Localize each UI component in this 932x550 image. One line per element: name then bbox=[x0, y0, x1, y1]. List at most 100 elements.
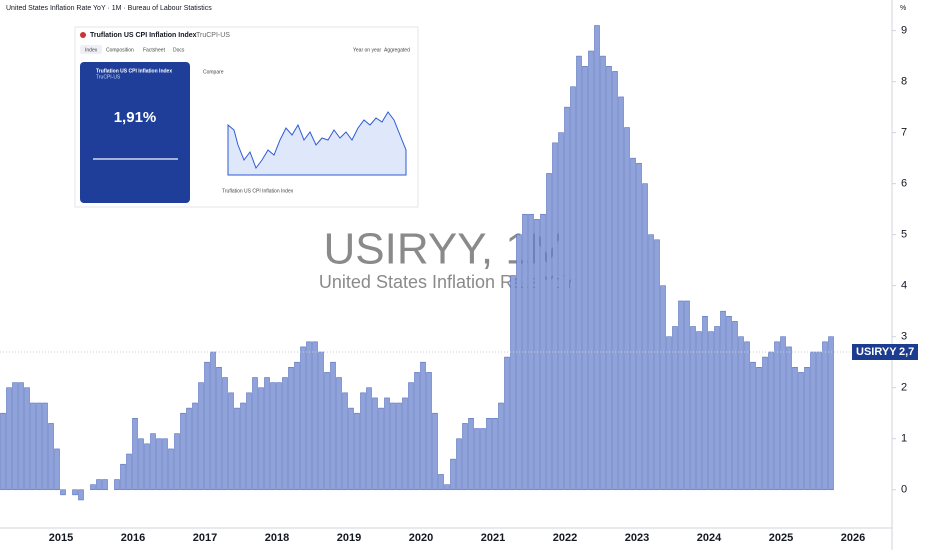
bar bbox=[330, 361, 336, 491]
bar bbox=[258, 387, 264, 491]
bar bbox=[570, 86, 576, 491]
inset-tab-bg bbox=[80, 45, 102, 54]
bar bbox=[306, 341, 312, 491]
x-tick-label: 2015 bbox=[49, 532, 73, 544]
inset-card-title: Truflation US CPI Inflation Index bbox=[96, 68, 172, 74]
inset-logo bbox=[80, 32, 86, 38]
bar bbox=[162, 438, 168, 491]
inset-tab[interactable]: Factsheet bbox=[143, 47, 166, 53]
bar bbox=[378, 407, 384, 491]
x-tick-label: 2021 bbox=[481, 532, 505, 544]
bar bbox=[678, 300, 684, 491]
bar bbox=[636, 162, 642, 491]
bar bbox=[360, 392, 366, 491]
x-tick-label: 2016 bbox=[121, 532, 145, 544]
bar bbox=[708, 331, 714, 491]
bar bbox=[432, 412, 438, 491]
bar bbox=[672, 326, 678, 491]
bar bbox=[78, 489, 84, 501]
last-value-label: 2,7 bbox=[899, 346, 914, 358]
bar bbox=[498, 402, 504, 491]
bar bbox=[810, 351, 816, 491]
bar bbox=[750, 361, 756, 491]
bar bbox=[438, 474, 444, 491]
bar bbox=[324, 372, 330, 491]
bar bbox=[444, 484, 450, 491]
inset-tab[interactable]: Index bbox=[85, 47, 98, 53]
y-tick-label: 4 bbox=[901, 280, 907, 292]
y-tick-label: 0 bbox=[901, 484, 907, 496]
bar bbox=[504, 356, 510, 491]
bar bbox=[768, 351, 774, 491]
inset-tab[interactable]: Docs bbox=[173, 47, 185, 53]
bar bbox=[414, 372, 420, 491]
last-value-badge bbox=[852, 344, 918, 360]
inset-compare[interactable]: Compare bbox=[203, 69, 224, 75]
bar bbox=[486, 418, 492, 491]
bar bbox=[480, 428, 486, 491]
chart-title: United States Inflation Rate YoY · 1M · … bbox=[6, 5, 212, 12]
bar bbox=[264, 377, 270, 491]
bar bbox=[60, 489, 66, 496]
bar bbox=[714, 326, 720, 491]
bar bbox=[132, 418, 138, 491]
bar bbox=[342, 392, 348, 491]
bar bbox=[180, 412, 186, 491]
bar bbox=[774, 341, 780, 491]
y-tick-label: 8 bbox=[901, 76, 907, 88]
bar bbox=[12, 382, 18, 491]
bar bbox=[582, 66, 588, 491]
bar bbox=[390, 402, 396, 491]
x-tick-label: 2022 bbox=[553, 532, 577, 544]
bar bbox=[420, 361, 426, 491]
x-tick-label: 2017 bbox=[193, 532, 217, 544]
bar bbox=[600, 55, 606, 491]
bar bbox=[822, 341, 828, 491]
bar bbox=[30, 402, 36, 491]
inset-progress bbox=[93, 158, 178, 160]
bar bbox=[426, 372, 432, 491]
bar bbox=[96, 479, 102, 491]
y-tick-label: 7 bbox=[901, 127, 907, 139]
bar bbox=[42, 402, 48, 491]
bar bbox=[624, 127, 630, 491]
bar bbox=[618, 96, 624, 491]
bar bbox=[294, 361, 300, 491]
bar bbox=[222, 377, 228, 491]
bar bbox=[816, 351, 822, 491]
bar bbox=[270, 382, 276, 491]
bar bbox=[366, 387, 372, 491]
bar bbox=[468, 418, 474, 491]
bar bbox=[612, 71, 618, 491]
bar bbox=[6, 387, 12, 491]
bar bbox=[228, 392, 234, 491]
y-unit: % bbox=[900, 5, 906, 12]
bar bbox=[102, 479, 108, 491]
inset: Truflation US CPI Inflation Index TruCPI… bbox=[74, 26, 419, 208]
y-tick-label: 6 bbox=[901, 178, 907, 190]
bar bbox=[654, 239, 660, 491]
bar bbox=[246, 392, 252, 491]
bar bbox=[18, 382, 24, 491]
bar bbox=[630, 157, 636, 491]
x-tick-label: 2020 bbox=[409, 532, 433, 544]
y-tick-label: 9 bbox=[901, 25, 907, 37]
bar bbox=[720, 310, 726, 491]
inset-mode[interactable]: Aggregated bbox=[384, 47, 410, 53]
bar bbox=[336, 377, 342, 491]
bar bbox=[192, 402, 198, 491]
bar bbox=[696, 331, 702, 491]
bar bbox=[606, 66, 612, 491]
bar bbox=[288, 367, 294, 491]
inset-mode[interactable]: Year on year bbox=[353, 47, 382, 53]
bar bbox=[156, 438, 162, 491]
bar bbox=[456, 438, 462, 491]
bar bbox=[114, 479, 120, 491]
bar bbox=[594, 25, 600, 491]
bar bbox=[138, 438, 144, 491]
bar bbox=[588, 50, 594, 491]
bar bbox=[48, 423, 54, 491]
last-value-name: USIRYY bbox=[856, 346, 897, 358]
bar bbox=[516, 234, 522, 491]
inset-tab[interactable]: Composition bbox=[106, 47, 134, 53]
